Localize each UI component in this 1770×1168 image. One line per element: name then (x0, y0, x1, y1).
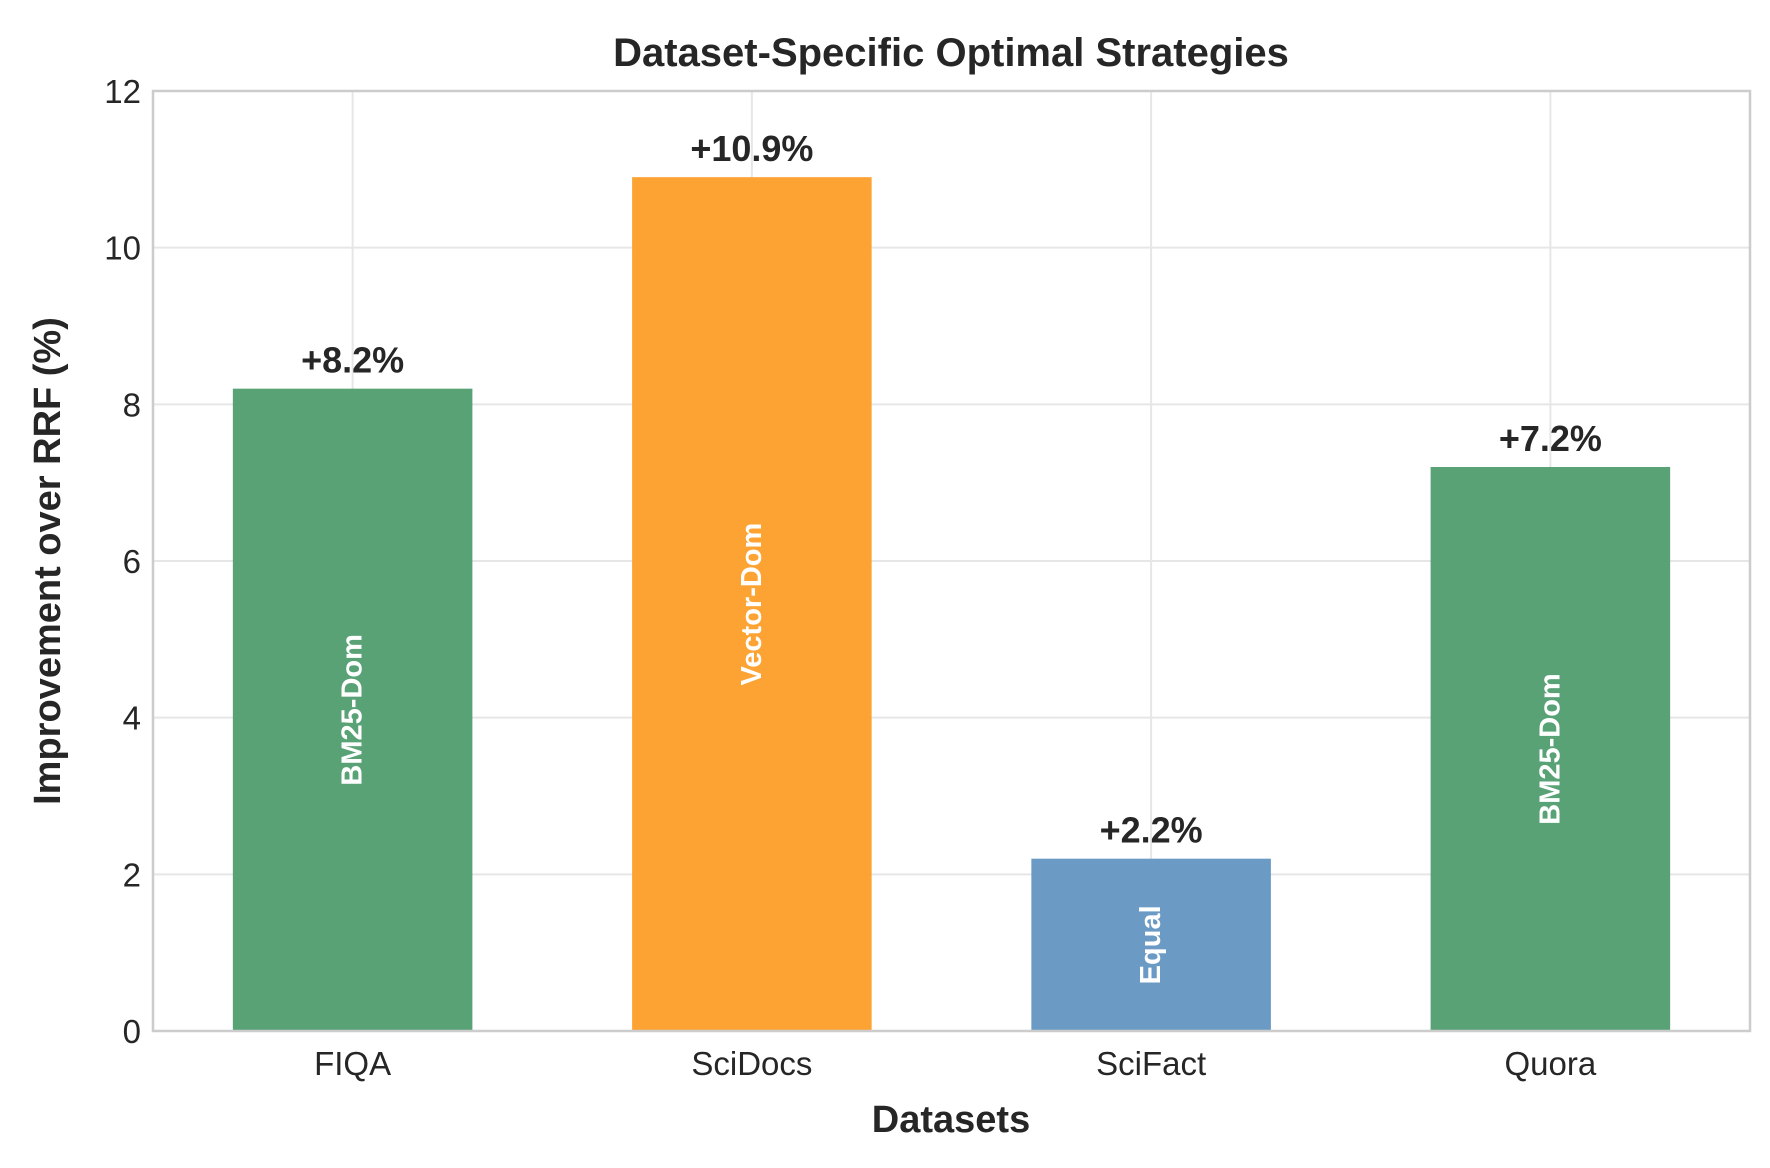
x-tick-label: Quora (1505, 1045, 1597, 1082)
data-labels: +8.2% BM25-Dom +10.9% Vector-Dom +2.2% Equal +… (301, 128, 1602, 984)
y-axis-label: Improvement over RRF (%) (27, 317, 69, 805)
y-tick-label: 2 (123, 856, 141, 893)
value-label: +7.2% (1499, 418, 1602, 459)
y-tick-label: 8 (123, 386, 141, 423)
y-tick-label: 4 (123, 700, 141, 737)
plot-frame (151, 89, 1752, 1033)
y-tick-label: 12 (104, 73, 141, 110)
strategy-label: Equal (1135, 905, 1167, 984)
x-tick-label: SciFact (1096, 1045, 1206, 1082)
strategy-label: Vector-Dom (736, 523, 768, 686)
y-tick-label: 10 (104, 230, 141, 267)
x-axis-label: Datasets (872, 1099, 1030, 1141)
bar-fiqa (232, 388, 473, 1032)
value-label: +10.9% (690, 128, 813, 169)
y-axis-ticks: 0 2 4 6 8 10 12 (104, 73, 141, 1050)
bar-scifact (1031, 858, 1271, 1031)
value-label: +8.2% (301, 340, 404, 381)
x-axis-ticks: FIQA SciDocs SciFact Quora (314, 1045, 1597, 1082)
strategy-label: BM25-Dom (1534, 673, 1566, 824)
y-tick-label: 0 (123, 1013, 141, 1050)
bar-scidocs (632, 177, 872, 1031)
bar-quora (1430, 467, 1671, 1031)
strategy-label: BM25-Dom (337, 634, 369, 785)
y-tick-label: 6 (123, 543, 141, 580)
x-tick-label: FIQA (314, 1045, 391, 1082)
x-tick-label: SciDocs (691, 1045, 812, 1082)
bars (232, 177, 1671, 1032)
chart-title: Dataset-Specific Optimal Strategies (613, 31, 1289, 75)
value-label: +2.2% (1100, 810, 1203, 851)
